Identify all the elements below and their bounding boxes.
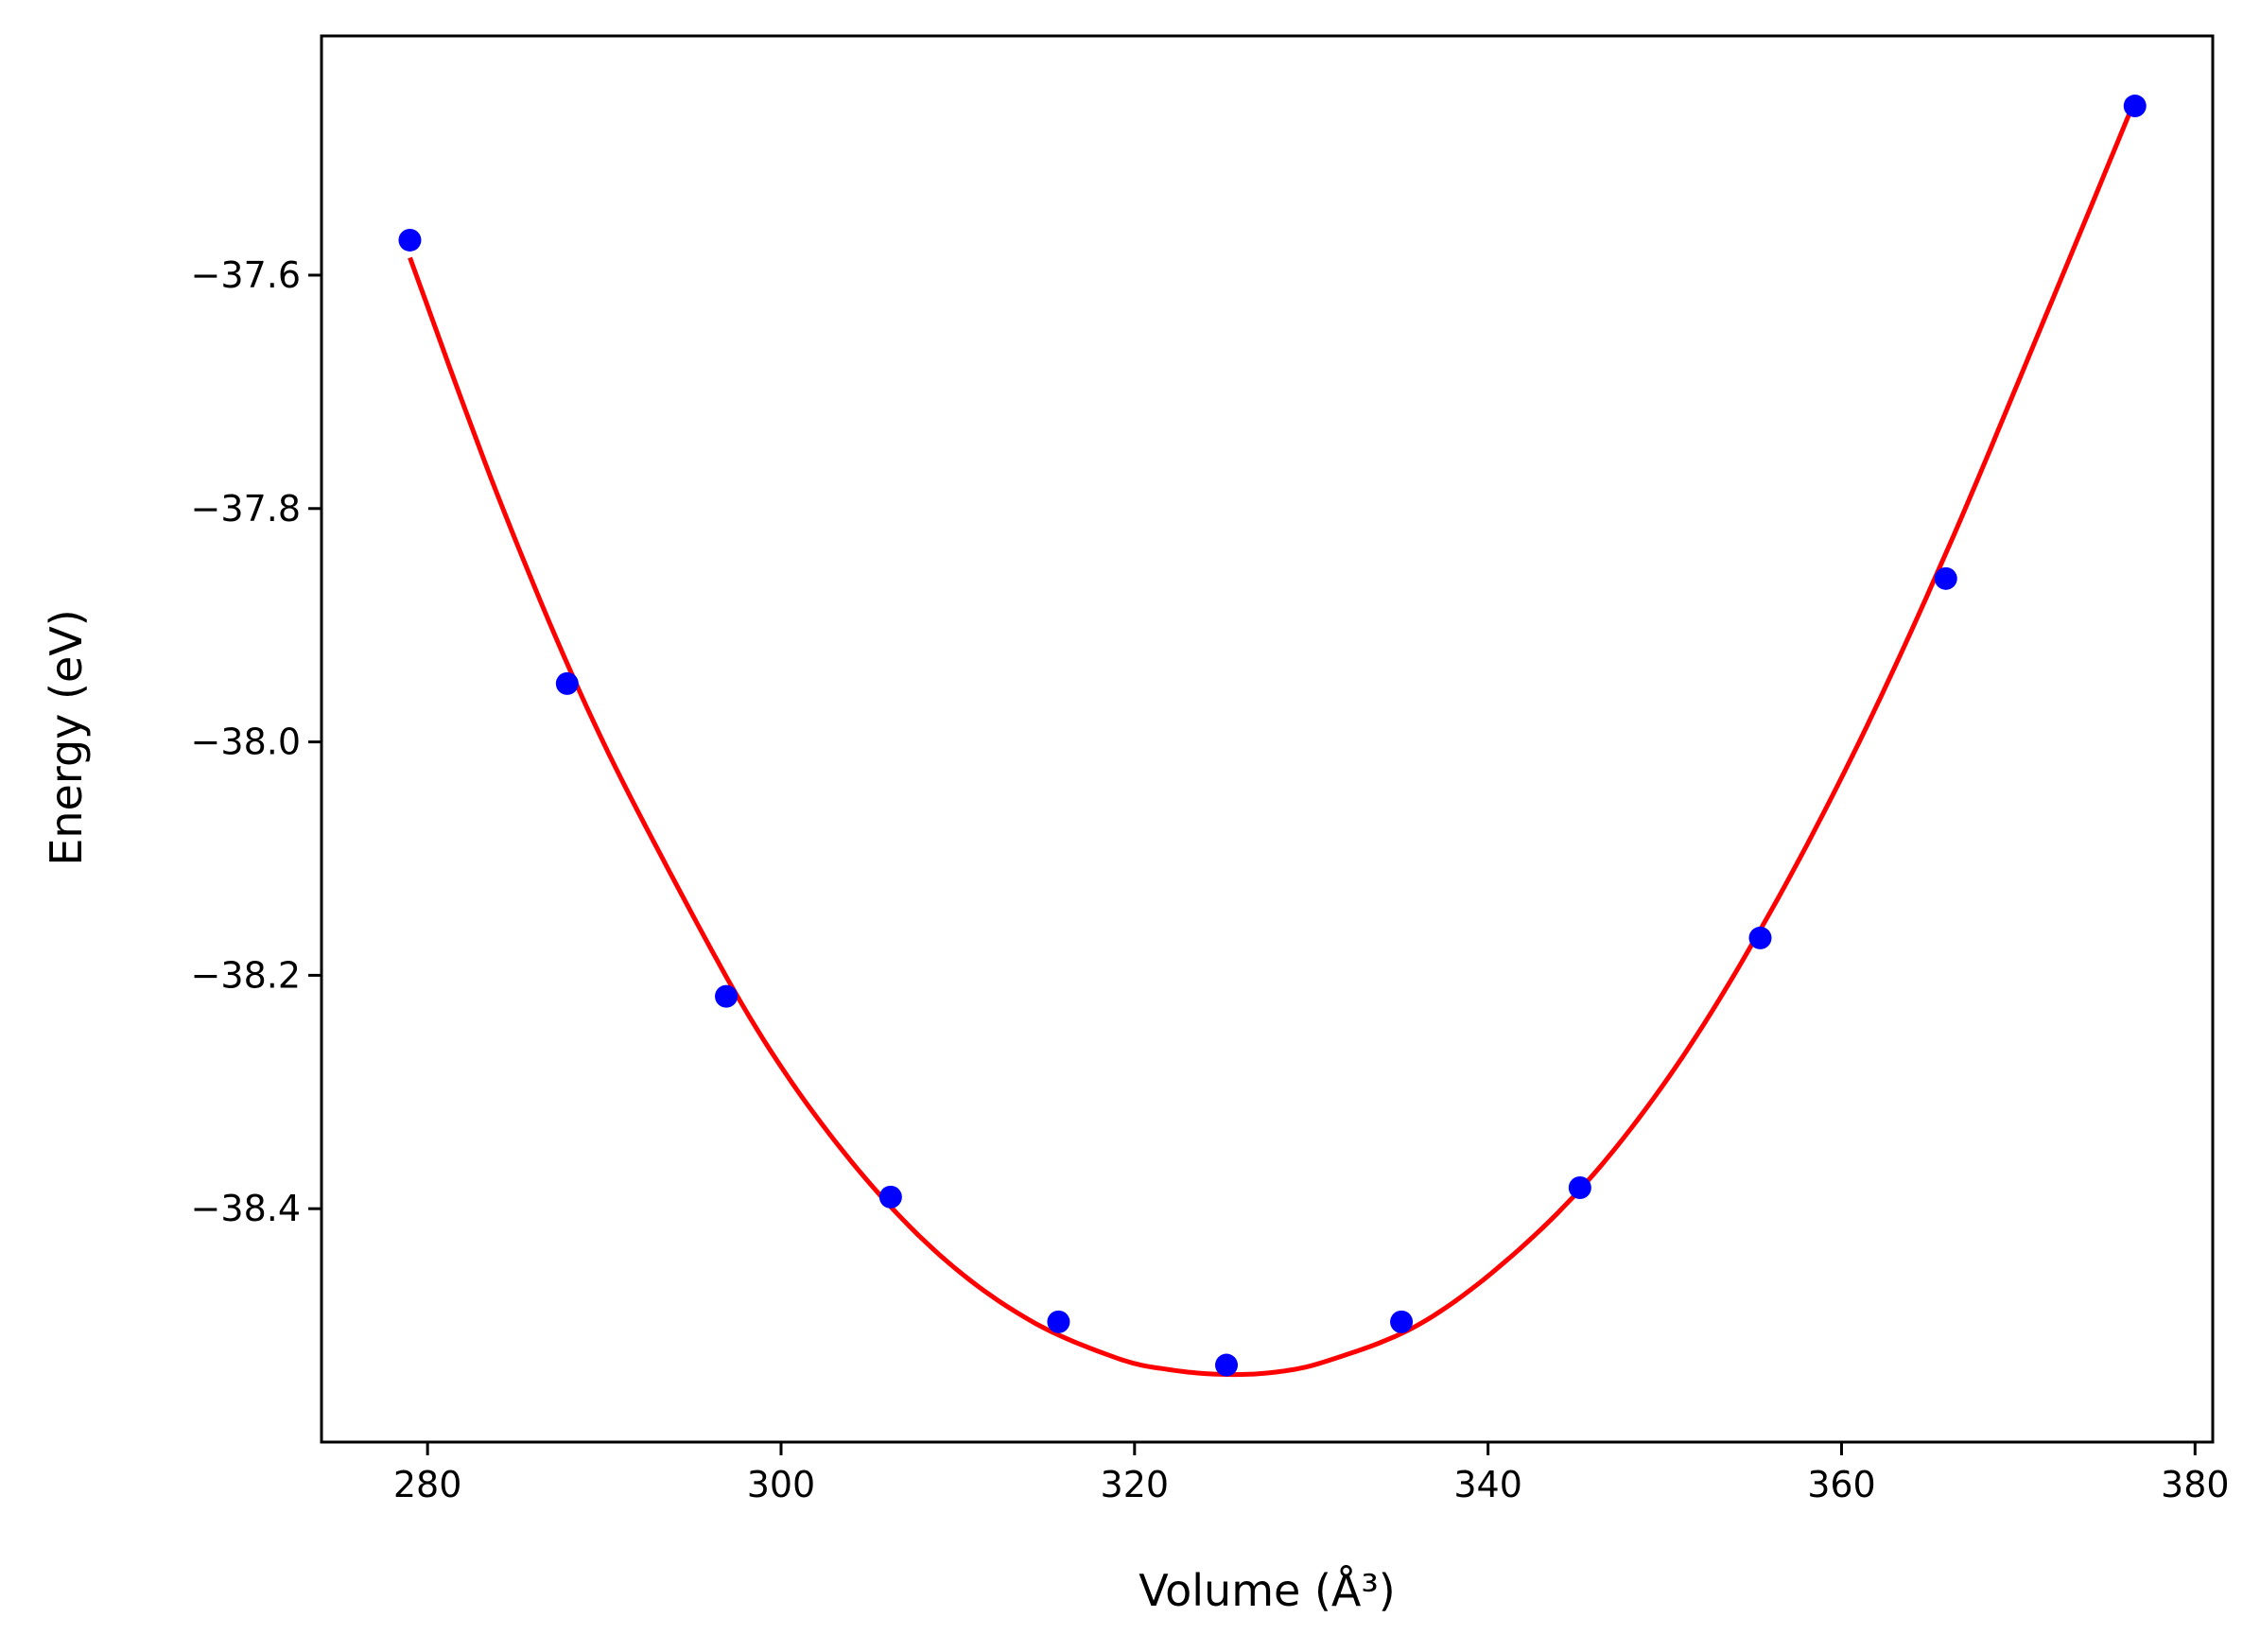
y-tick-label: −37.6 [191, 254, 301, 296]
x-tick-label: 380 [2161, 1464, 2230, 1505]
plot-frame [320, 34, 2215, 1444]
data-point [555, 671, 579, 695]
x-tick-label: 280 [393, 1464, 462, 1505]
data-point [1215, 1353, 1239, 1377]
y-axis-ticks: −37.6 −37.8 −38.0 −38.2 −38.4 [191, 254, 322, 1229]
data-point [1748, 926, 1772, 949]
y-tick-label: −37.8 [191, 488, 301, 530]
data-points [398, 95, 2147, 1377]
data-point [715, 984, 739, 1008]
plot-content [398, 95, 2147, 1378]
fit-curve-line [408, 98, 2138, 1378]
data-point [398, 228, 422, 252]
data-point [2123, 95, 2147, 118]
y-tick-label: −38.2 [191, 954, 301, 996]
data-point [1047, 1310, 1070, 1333]
data-point [1390, 1310, 1414, 1333]
y-tick-label: −38.4 [191, 1188, 301, 1229]
x-axis-label: Volume (Å³) [1139, 1565, 1396, 1616]
data-point [878, 1185, 902, 1209]
y-axis-label: Energy (eV) [41, 609, 92, 865]
x-axis-ticks: 280 300 320 340 360 380 [393, 1442, 2230, 1505]
x-tick-label: 340 [1453, 1464, 1522, 1505]
x-tick-label: 320 [1101, 1464, 1170, 1505]
y-tick-label: −38.0 [191, 722, 301, 763]
x-tick-label: 300 [747, 1464, 816, 1505]
data-point [1934, 566, 1957, 590]
x-tick-label: 360 [1807, 1464, 1876, 1505]
data-point [1568, 1175, 1591, 1199]
